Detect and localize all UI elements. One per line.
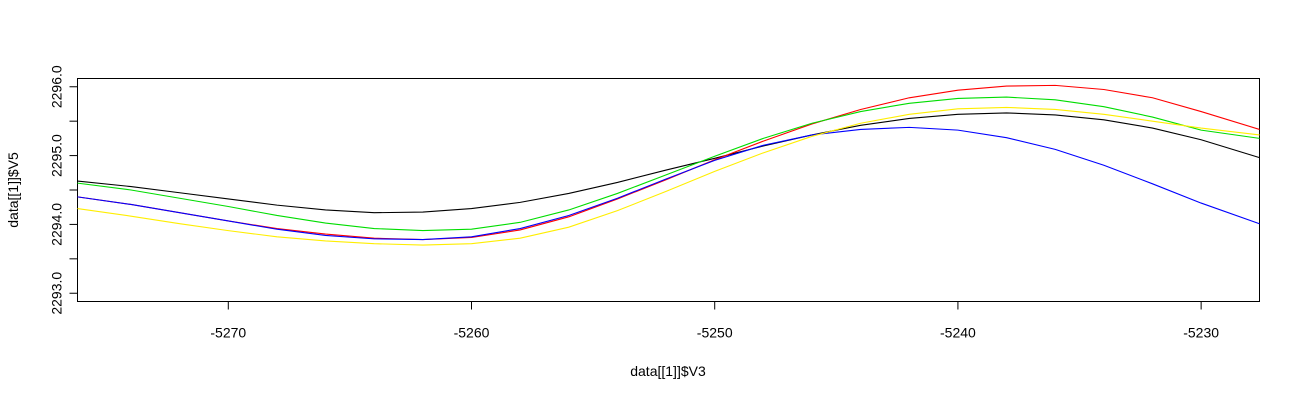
series-line-3: [77, 96, 1260, 232]
y-axis: 2293.0 2294.0 2295.0 2296.0: [49, 65, 78, 315]
x-tick-label: -5230: [1183, 325, 1219, 341]
x-tick-label: -5270: [210, 325, 246, 341]
x-tick-label: -5240: [940, 325, 976, 341]
series-line-2: [77, 84, 1260, 241]
x-tick-label: -5260: [454, 325, 490, 341]
y-tick-label: 2296.0: [49, 65, 65, 108]
series-group: [77, 84, 1260, 246]
y-tick-label: 2294.0: [49, 203, 65, 246]
series-line-5: [77, 106, 1260, 246]
y-tick-label: 2293.0: [49, 272, 65, 315]
x-axis: -5270 -5260 -5250 -5240 -5230: [210, 301, 1219, 341]
y-axis-label: data[[1]]$V5: [5, 152, 21, 228]
y-tick-label: 2295.0: [49, 134, 65, 177]
series-line-1: [77, 112, 1260, 214]
x-tick-label: -5250: [697, 325, 733, 341]
x-axis-label: data[[1]]$V3: [630, 363, 706, 379]
series-line-4: [77, 126, 1260, 241]
